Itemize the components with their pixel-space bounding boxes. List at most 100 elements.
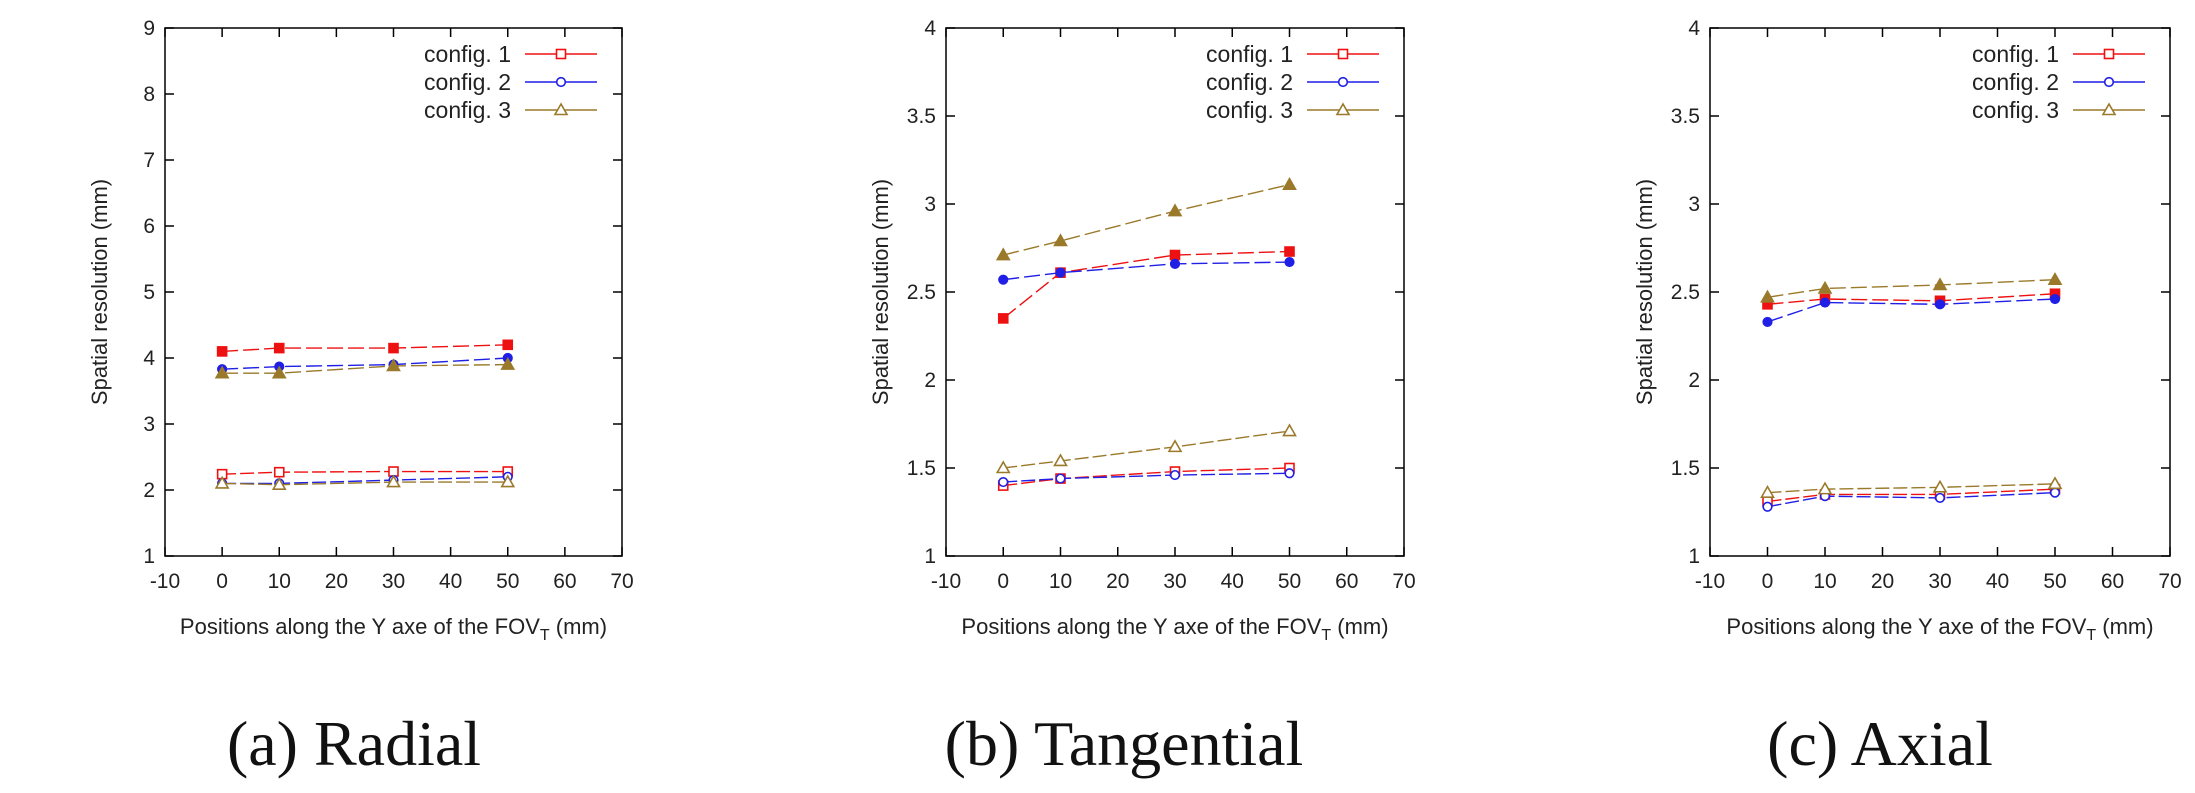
series-1 bbox=[997, 246, 1295, 324]
y-tick-label: 4 bbox=[143, 347, 155, 370]
y-tick-label: 1.5 bbox=[907, 457, 936, 480]
series-line bbox=[222, 470, 508, 475]
legend-marker bbox=[1337, 48, 1349, 60]
data-point bbox=[1053, 453, 1068, 467]
legend-marker bbox=[1335, 102, 1351, 116]
series-2 bbox=[217, 352, 513, 375]
data-point bbox=[1169, 469, 1181, 481]
legend-label: config. 3 bbox=[424, 97, 511, 123]
series-line bbox=[1767, 491, 2056, 508]
chart-panel-3: -10 0 10 20 30 40 50 60 70 1 1.5 2 2.5 3 3.5 4 Spatial r… bbox=[1632, 17, 2182, 779]
y-tick-label: 2 bbox=[924, 369, 936, 392]
series-line bbox=[222, 357, 508, 370]
y-tick-label: 1 bbox=[924, 545, 936, 568]
series-line bbox=[1767, 293, 2056, 306]
data-point bbox=[1167, 203, 1183, 217]
data-point bbox=[1284, 246, 1295, 257]
x-tick-label: 10 bbox=[1813, 570, 1836, 593]
y-tick-label: 3 bbox=[924, 193, 936, 216]
data-point bbox=[1932, 277, 1948, 291]
subfigure-caption: (c) Axial bbox=[1767, 708, 1993, 779]
x-tick-label: 30 bbox=[1163, 570, 1186, 593]
x-tick-label: 10 bbox=[268, 570, 291, 593]
series-6 bbox=[214, 474, 516, 491]
x-tick-label: 70 bbox=[610, 570, 633, 593]
series-4 bbox=[1762, 483, 2061, 507]
x-tick-label: 30 bbox=[382, 570, 405, 593]
data-point bbox=[1053, 233, 1068, 247]
y-tick-label: 2.5 bbox=[907, 281, 936, 304]
series-5 bbox=[217, 471, 513, 489]
x-tick-label: 20 bbox=[1871, 570, 1894, 593]
y-tick-label: 3.5 bbox=[1671, 105, 1700, 128]
x-tick-label: 10 bbox=[1049, 570, 1072, 593]
x-tick-label: 30 bbox=[1928, 570, 1951, 593]
series-line bbox=[1767, 483, 2056, 494]
legend-marker bbox=[2103, 76, 2115, 88]
legend-label: config. 1 bbox=[1206, 41, 1293, 67]
data-point bbox=[995, 460, 1011, 474]
x-tick-label: 40 bbox=[439, 570, 462, 593]
series-3 bbox=[1760, 272, 2063, 303]
data-point bbox=[1284, 256, 1295, 268]
series-line bbox=[1003, 261, 1290, 281]
series-line bbox=[1767, 298, 2056, 323]
y-tick-label: 3.5 bbox=[907, 105, 936, 128]
series-4 bbox=[997, 462, 1295, 491]
x-tick-label: 50 bbox=[1278, 570, 1301, 593]
series-line bbox=[1003, 467, 1290, 487]
x-tick-label: 60 bbox=[1335, 570, 1358, 593]
series-2 bbox=[1762, 293, 2061, 328]
x-tick-label: 60 bbox=[2101, 570, 2124, 593]
data-point bbox=[1169, 249, 1181, 261]
y-axis-label: Spatial resolution (mm) bbox=[1632, 179, 1657, 405]
series-line bbox=[222, 344, 508, 353]
y-tick-label: 1 bbox=[1688, 545, 1700, 568]
chart-panel-2: -10 0 10 20 30 40 50 60 70 1 1.5 2 2.5 3 3.5 4 Spatial r… bbox=[868, 17, 1416, 779]
data-point bbox=[1819, 297, 1831, 308]
x-tick-label: 40 bbox=[1986, 570, 2009, 593]
series-3 bbox=[214, 356, 516, 379]
series-line bbox=[222, 363, 508, 374]
x-tick-label: -10 bbox=[1695, 570, 1725, 593]
legend-marker bbox=[1337, 76, 1349, 88]
series-line bbox=[1003, 183, 1290, 256]
x-tick-label: -10 bbox=[931, 570, 961, 593]
series-line bbox=[1767, 488, 2056, 503]
data-point bbox=[998, 274, 1009, 285]
data-point bbox=[214, 475, 230, 489]
data-point bbox=[2049, 293, 2061, 305]
data-point bbox=[2047, 272, 2063, 285]
series-6 bbox=[995, 423, 1297, 474]
y-tick-label: 6 bbox=[143, 215, 155, 238]
data-point bbox=[1055, 473, 1066, 484]
series-6 bbox=[1760, 476, 2063, 498]
legend-label: config. 2 bbox=[1972, 69, 2059, 95]
subfigure-caption: (b) Tangential bbox=[945, 708, 1304, 779]
y-tick-label: 4 bbox=[1688, 17, 1700, 40]
data-point bbox=[1760, 289, 1775, 303]
y-axis-label: Spatial resolution (mm) bbox=[868, 179, 893, 405]
y-tick-label: 4 bbox=[924, 17, 936, 40]
data-point bbox=[1167, 439, 1183, 453]
plot-frame bbox=[1709, 27, 2171, 557]
data-point bbox=[502, 339, 514, 351]
data-point bbox=[1762, 501, 1773, 512]
legend-marker bbox=[2103, 48, 2115, 60]
data-point bbox=[386, 358, 401, 372]
data-point bbox=[273, 342, 285, 354]
x-tick-label: 0 bbox=[997, 570, 1009, 593]
series-4 bbox=[216, 466, 514, 480]
x-axis-label: Positions along the Y axe of the FOVT (m… bbox=[1726, 614, 2153, 644]
y-tick-label: 1.5 bbox=[1671, 457, 1700, 480]
y-tick-label: 1 bbox=[143, 545, 155, 568]
data-point bbox=[998, 476, 1009, 488]
x-tick-label: 50 bbox=[496, 570, 519, 593]
x-tick-label: 0 bbox=[1762, 570, 1774, 593]
x-axis-label: Positions along the Y axe of the FOVT (m… bbox=[180, 614, 607, 644]
y-tick-label: 2 bbox=[1688, 369, 1700, 392]
data-point bbox=[273, 466, 285, 478]
series-line bbox=[1003, 472, 1290, 483]
y-tick-label: 8 bbox=[143, 83, 155, 106]
